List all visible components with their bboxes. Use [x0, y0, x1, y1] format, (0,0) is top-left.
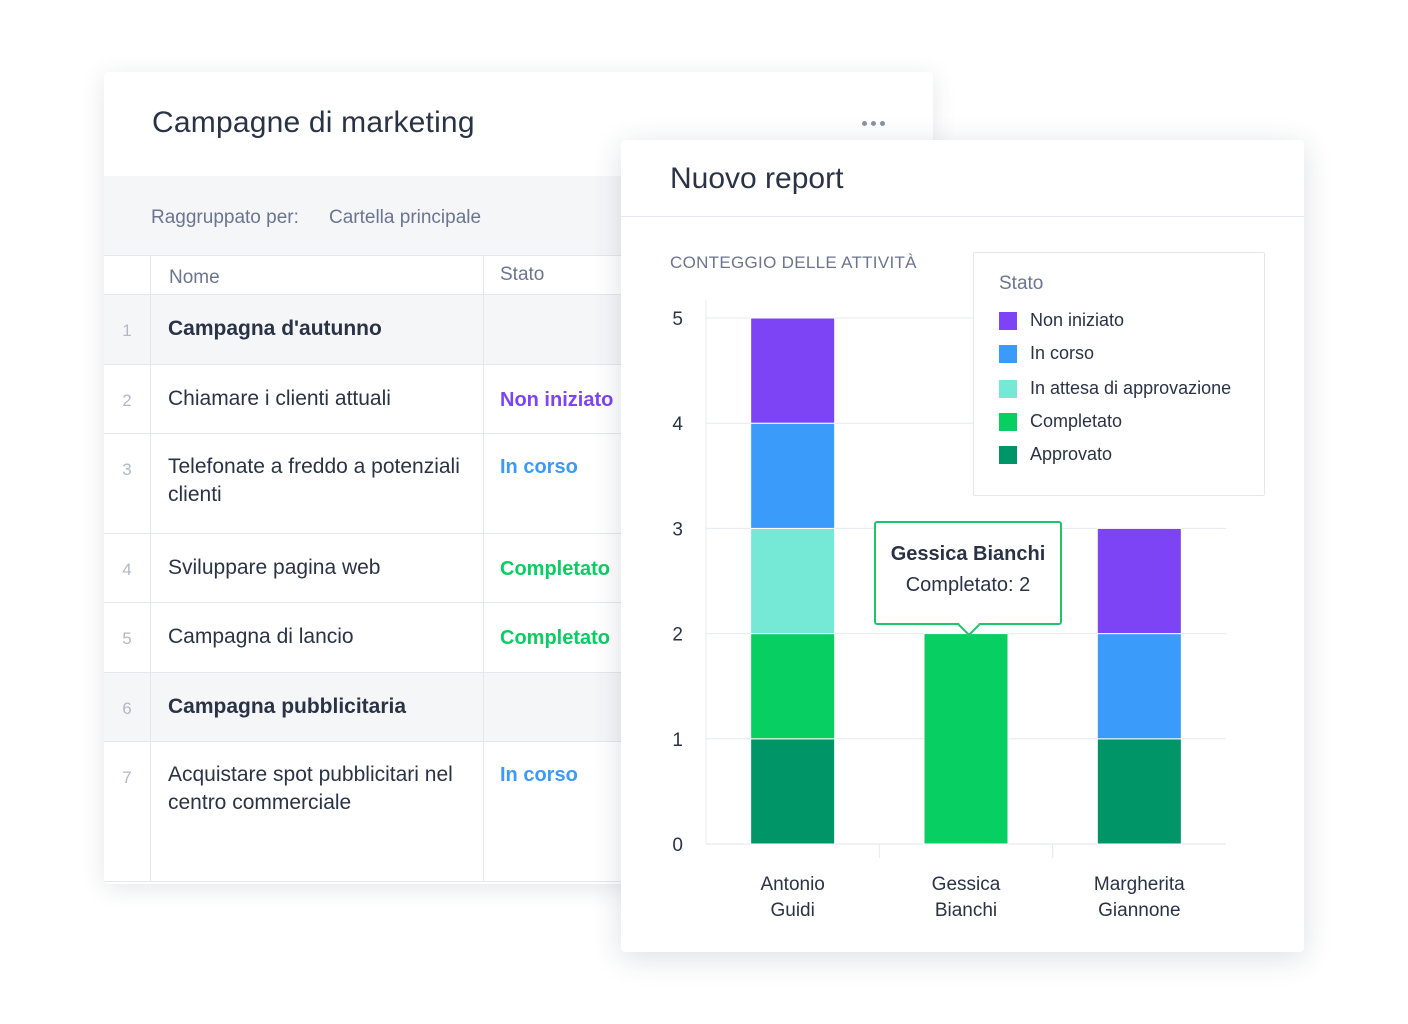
- x-tick-label-line: Bianchi: [935, 900, 997, 921]
- bar-segment: [923, 633, 1009, 845]
- status-cell[interactable]: In corso: [484, 742, 933, 881]
- legend-label: Completato: [1030, 411, 1123, 431]
- legend-label: Approvato: [1030, 444, 1113, 464]
- legend-title: Stato: [999, 273, 1044, 294]
- row-number: 4: [104, 534, 151, 602]
- legend-label: In corso: [1030, 343, 1095, 363]
- more-horizontal-icon[interactable]: [862, 119, 886, 127]
- y-tick-label: 0: [672, 835, 683, 856]
- tooltip-name: Gessica Bianchi: [890, 543, 1046, 565]
- task-name: Campagna di lancio: [168, 625, 354, 648]
- bar-segment: [750, 633, 836, 740]
- legend-swatch: [999, 413, 1017, 431]
- y-tick-label: 5: [672, 309, 683, 330]
- row-number-label: 4: [122, 560, 132, 579]
- task-name-cell[interactable]: Acquistare spot pubblicitari nel centro …: [151, 742, 484, 881]
- task-name-cell[interactable]: Sviluppare pagina web: [151, 534, 484, 602]
- group-name: Campagna pubblicitaria: [168, 695, 407, 718]
- legend-swatch: [999, 446, 1017, 464]
- legend-swatch: [999, 345, 1017, 363]
- x-tick-label: Margherita Giannone: [1094, 874, 1185, 921]
- table-row[interactable]: 3 Telefonate a freddo a potenziali client…: [104, 434, 933, 534]
- row-number-label: 3: [122, 460, 132, 479]
- table-title: Campagne di marketing: [152, 106, 475, 139]
- group-by-label: Raggruppato per:: [151, 207, 299, 228]
- x-tick-label: Antonio Guidi: [760, 874, 824, 921]
- table-row[interactable]: 2 Chiamare i clienti attuali Non iniziato: [104, 365, 933, 434]
- status-cell[interactable]: Non iniziato: [484, 365, 933, 433]
- row-number-label: 2: [122, 391, 132, 410]
- stacked-bar-chart: 0 1 2 3 4 5 Antonio Guidi Gessica Bianchi Margheri…: [672, 300, 1226, 921]
- legend-label: In attesa di approvazione: [1030, 378, 1232, 398]
- report-header: Nuovo report: [621, 140, 1304, 217]
- column-header-status[interactable]: Stato: [500, 264, 545, 285]
- task-name-cell[interactable]: Chiamare i clienti attuali: [151, 365, 484, 433]
- x-tick-label: Gessica Bianchi: [932, 874, 1001, 921]
- bar-segment: [750, 422, 836, 529]
- legend-swatch: [999, 380, 1017, 398]
- row-number: 7: [104, 742, 151, 881]
- status-cell[interactable]: In corso: [484, 434, 933, 533]
- legend-swatch: [999, 312, 1017, 330]
- chart-legend: Stato Non iniziato In corso In attesa di a…: [973, 252, 1265, 496]
- status-label: Completato: [500, 558, 610, 580]
- status-label: Completato: [500, 627, 610, 649]
- x-tick-label-line: Guidi: [770, 900, 814, 921]
- table-row[interactable]: 4 Sviluppare pagina web Completato: [104, 534, 933, 603]
- status-cell[interactable]: Completato: [484, 603, 933, 672]
- row-number: 5: [104, 603, 151, 672]
- status-label: In corso: [500, 456, 578, 478]
- bar-segment: [750, 317, 836, 424]
- status-cell[interactable]: Completato: [484, 534, 933, 602]
- tooltip-value: Completato: 2: [905, 574, 1031, 596]
- status-label: In corso: [500, 764, 578, 786]
- task-name: Sviluppare pagina web: [168, 556, 381, 579]
- task-name-cell[interactable]: Campagna di lancio: [151, 603, 484, 672]
- task-name-cell[interactable]: Campagna d'autunno: [151, 295, 484, 364]
- table-row[interactable]: 5 Campagna di lancio Completato: [104, 603, 933, 673]
- row-number-header: [104, 256, 151, 294]
- bar-segment: [1096, 527, 1182, 635]
- report-title: Nuovo report: [670, 162, 844, 195]
- legend-label: Non iniziato: [1030, 310, 1125, 330]
- row-number: 1: [104, 295, 151, 364]
- group-name: Campagna d'autunno: [168, 317, 382, 340]
- table-header-row: Nome Stato: [104, 256, 933, 295]
- row-number-label: 6: [122, 699, 132, 718]
- task-name-cell[interactable]: Campagna pubblicitaria: [151, 673, 484, 741]
- row-number: 6: [104, 673, 151, 741]
- new-report-panel: Nuovo report CONTEGGIO DELLE ATTIVITÀ 0 1…: [621, 140, 1304, 952]
- task-name: Acquistare spot pubblicitari nel centro …: [168, 763, 453, 814]
- bar-segment: [750, 527, 836, 635]
- y-tick-label: 3: [672, 519, 683, 540]
- row-number: 2: [104, 365, 151, 433]
- x-tick-label-line: Gessica: [932, 874, 1001, 895]
- chart-title: CONTEGGIO DELLE ATTIVITÀ: [670, 253, 917, 272]
- x-tick-label-line: Antonio: [760, 874, 824, 895]
- task-name: Telefonate a freddo a potenziali clienti: [168, 455, 460, 506]
- table-row[interactable]: 7 Acquistare spot pubblicitari nel centro…: [104, 742, 933, 882]
- column-header-name[interactable]: Nome: [151, 256, 484, 294]
- group-by-value[interactable]: Cartella principale: [329, 207, 482, 228]
- task-name-cell[interactable]: Telefonate a freddo a potenziali clienti: [151, 434, 484, 533]
- row-number-label: 7: [122, 768, 132, 787]
- y-tick-label: 4: [672, 414, 683, 435]
- row-number-label: 5: [122, 629, 132, 648]
- bar-segment: [1096, 738, 1182, 845]
- row-number-label: 1: [122, 321, 132, 340]
- x-tick-label-line: Giannone: [1098, 900, 1180, 921]
- status-label: Non iniziato: [500, 389, 614, 411]
- x-tick-label-line: Margherita: [1094, 874, 1185, 895]
- bar-segment: [1096, 633, 1182, 740]
- row-number: 3: [104, 434, 151, 533]
- y-tick-label: 2: [672, 625, 683, 646]
- chart-tooltip: Gessica Bianchi Completato: 2: [874, 521, 1062, 637]
- bar-segment: [750, 738, 836, 845]
- task-name: Chiamare i clienti attuali: [168, 387, 391, 410]
- y-tick-label: 1: [672, 730, 683, 751]
